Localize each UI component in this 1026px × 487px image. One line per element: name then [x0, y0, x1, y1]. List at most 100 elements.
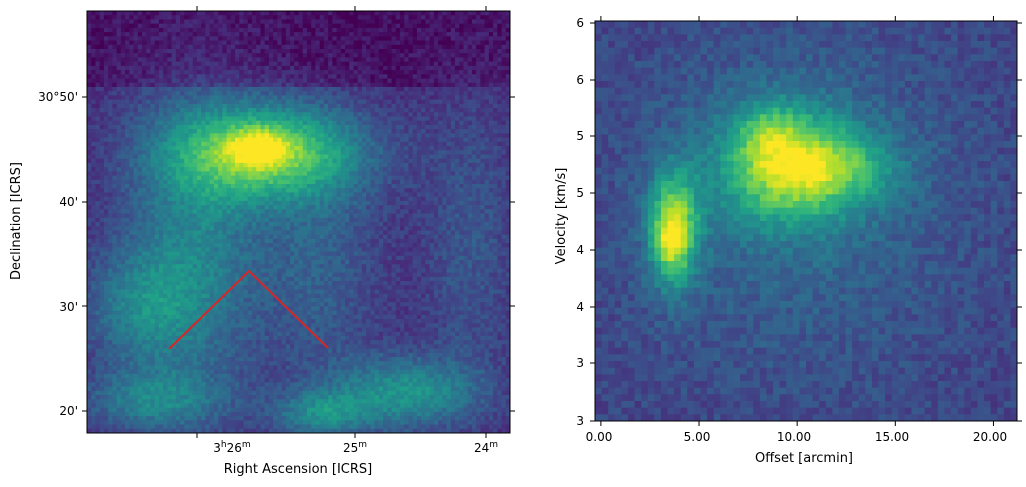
sky-map-pixel — [391, 167, 397, 172]
sky-map-pixel — [463, 70, 469, 75]
sky-map-pixel — [395, 99, 401, 105]
sky-map-pixel — [222, 11, 228, 16]
sky-map-pixel — [361, 200, 367, 206]
sky-map-pixel — [125, 200, 130, 206]
sky-map-pixel — [273, 150, 278, 155]
sky-map-pixel — [361, 196, 367, 202]
sky-map-pixel — [163, 15, 168, 20]
sky-map-pixel — [99, 53, 105, 58]
sky-map-pixel — [281, 65, 287, 71]
sky-map-pixel — [370, 27, 376, 33]
sky-map-pixel — [196, 32, 202, 37]
sky-map-pixel — [315, 141, 321, 147]
sky-map-pixel — [476, 61, 481, 67]
sky-map-pixel — [154, 11, 160, 16]
sky-map-pixel — [387, 124, 393, 130]
sky-map-pixel — [332, 124, 338, 130]
sky-map-pixel — [416, 11, 422, 16]
sky-map-pixel — [192, 192, 198, 198]
sky-map-pixel — [239, 112, 245, 117]
sky-map-pixel — [488, 141, 494, 147]
sky-map-pixel — [125, 137, 130, 143]
sky-map-pixel — [306, 86, 312, 92]
sky-map-pixel — [412, 86, 418, 92]
sky-map-pixel — [133, 23, 139, 29]
sky-map-pixel — [383, 154, 388, 160]
sky-map-pixel — [163, 11, 168, 16]
sky-map-pixel — [273, 167, 278, 172]
sky-map-pixel — [345, 217, 350, 223]
sky-map-pixel — [319, 40, 325, 46]
sky-map-pixel — [374, 108, 380, 113]
sky-map-pixel — [281, 137, 287, 143]
sky-map-pixel — [459, 179, 464, 185]
sky-map-pixel — [150, 154, 156, 160]
sky-map-pixel — [366, 23, 371, 29]
sky-map-pixel — [247, 137, 253, 143]
sky-map-pixel — [408, 112, 414, 117]
sky-map-pixel — [158, 217, 164, 223]
sky-map-pixel — [433, 175, 439, 181]
sky-map-pixel — [429, 11, 435, 16]
sky-map-pixel — [239, 19, 245, 25]
sky-map-pixel — [290, 82, 295, 88]
sky-map-pixel — [290, 27, 295, 33]
sky-map-pixel — [429, 86, 435, 92]
sky-map-pixel — [323, 150, 329, 155]
sky-map-pixel — [484, 11, 490, 16]
sky-map-pixel — [476, 11, 481, 16]
sky-map-pixel — [260, 32, 266, 37]
sky-map-pixel — [175, 146, 181, 151]
sky-map-pixel — [133, 141, 139, 147]
sky-map-pixel — [315, 82, 321, 88]
sky-map-pixel — [340, 200, 346, 206]
sky-map-pixel — [294, 99, 299, 105]
sky-map-pixel — [213, 11, 219, 16]
sky-map-pixel — [319, 61, 325, 67]
sky-map-pixel — [264, 205, 270, 210]
sky-map-pixel — [167, 129, 173, 134]
sky-map-pixel — [154, 146, 160, 151]
sky-map-pixel — [294, 217, 299, 223]
sky-map-pixel — [99, 209, 105, 215]
sky-map-pixel — [150, 95, 156, 101]
sky-map-pixel — [108, 99, 113, 105]
sky-map-pixel — [99, 213, 105, 219]
sky-map-pixel — [349, 116, 354, 122]
sky-map-pixel — [163, 19, 168, 25]
sky-map-pixel — [213, 86, 219, 92]
sky-map-pixel — [383, 192, 388, 198]
sky-map-pixel — [294, 120, 299, 126]
sky-map-pixel — [235, 209, 240, 215]
sky-map-pixel — [167, 91, 173, 96]
sky-map-pixel — [129, 61, 135, 67]
sky-map-pixel — [91, 95, 96, 101]
sky-map-pixel — [243, 137, 249, 143]
sky-map-pixel — [230, 217, 236, 223]
sky-map-pixel — [433, 171, 439, 177]
sky-map-pixel — [404, 120, 409, 126]
sky-map-pixel — [167, 103, 173, 109]
sky-map-pixel — [442, 133, 448, 139]
sky-map-pixel — [421, 141, 426, 147]
sky-map-pixel — [412, 91, 418, 96]
sky-map-pixel — [120, 70, 126, 75]
sky-map-pixel — [247, 213, 253, 219]
sky-map-pixel — [370, 65, 376, 71]
sky-map-pixel — [290, 70, 295, 75]
sky-map-pixel — [488, 65, 494, 71]
sky-map-pixel — [112, 19, 118, 25]
sky-map-pixel — [455, 196, 460, 202]
sky-map-pixel — [116, 171, 122, 177]
sky-map-pixel — [353, 53, 359, 58]
sky-map-pixel — [285, 192, 291, 198]
sky-map-pixel — [247, 158, 253, 164]
sky-map-pixel — [429, 158, 435, 164]
sky-map-pixel — [387, 162, 393, 168]
sky-map-pixel — [391, 108, 397, 113]
sky-map-pixel — [332, 179, 338, 185]
sky-map-pixel — [323, 57, 329, 63]
sky-map-pixel — [416, 146, 422, 151]
sky-map-pixel — [336, 108, 342, 113]
sky-map-pixel — [467, 129, 473, 134]
